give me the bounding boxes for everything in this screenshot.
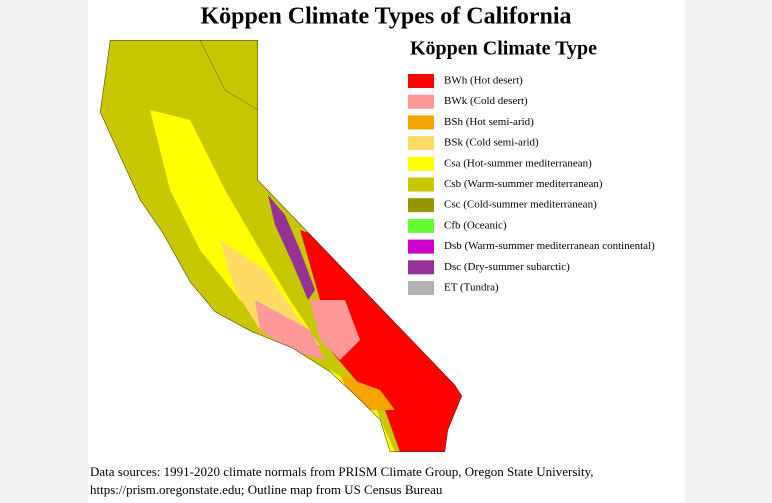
legend-title: Köppen Climate Type xyxy=(410,38,597,60)
region xyxy=(255,300,325,360)
legend-label: Csc (Cold-summer mediterranean) xyxy=(444,199,597,211)
legend-swatch xyxy=(408,94,434,109)
legend-swatch xyxy=(408,156,434,171)
legend-label: BSh (Hot semi-arid) xyxy=(444,116,534,128)
legend-swatch xyxy=(408,136,434,151)
legend-label: Dsb (Warm-summer mediterranean continent… xyxy=(444,240,655,252)
legend-label: BWh (Hot desert) xyxy=(444,75,523,87)
legend-swatch xyxy=(408,115,434,130)
map-title: Köppen Climate Types of California xyxy=(200,4,571,30)
legend-swatch xyxy=(408,260,434,275)
legend: Köppen Climate Type BWh (Hot desert) BWk … xyxy=(408,38,655,295)
legend-swatch xyxy=(408,218,434,233)
region xyxy=(268,195,315,300)
legend-label: BWk (Cold desert) xyxy=(444,95,528,107)
region xyxy=(340,375,395,410)
region xyxy=(310,300,360,360)
legend-label: ET (Tundra) xyxy=(444,282,499,294)
legend-label: Csa (Hot-summer mediterranean) xyxy=(444,157,592,169)
region xyxy=(220,240,320,348)
legend-label: Dsc (Dry-summer subarctic) xyxy=(444,261,570,273)
region xyxy=(300,230,462,452)
legend-swatch xyxy=(408,239,434,254)
legend-label: Csb (Warm-summer mediterranean) xyxy=(444,178,603,190)
source-line: https://prism.oregonstate.edu; Outline m… xyxy=(90,482,443,497)
legend-label: Cfb (Oceanic) xyxy=(444,219,507,231)
legend-swatch xyxy=(408,198,434,213)
legend-swatch xyxy=(408,74,434,88)
legend-swatch xyxy=(408,281,434,295)
legend-swatch xyxy=(408,177,434,192)
source-line: Data sources: 1991-2020 climate normals … xyxy=(90,464,594,479)
legend-label: BSk (Cold semi-arid) xyxy=(444,137,539,149)
